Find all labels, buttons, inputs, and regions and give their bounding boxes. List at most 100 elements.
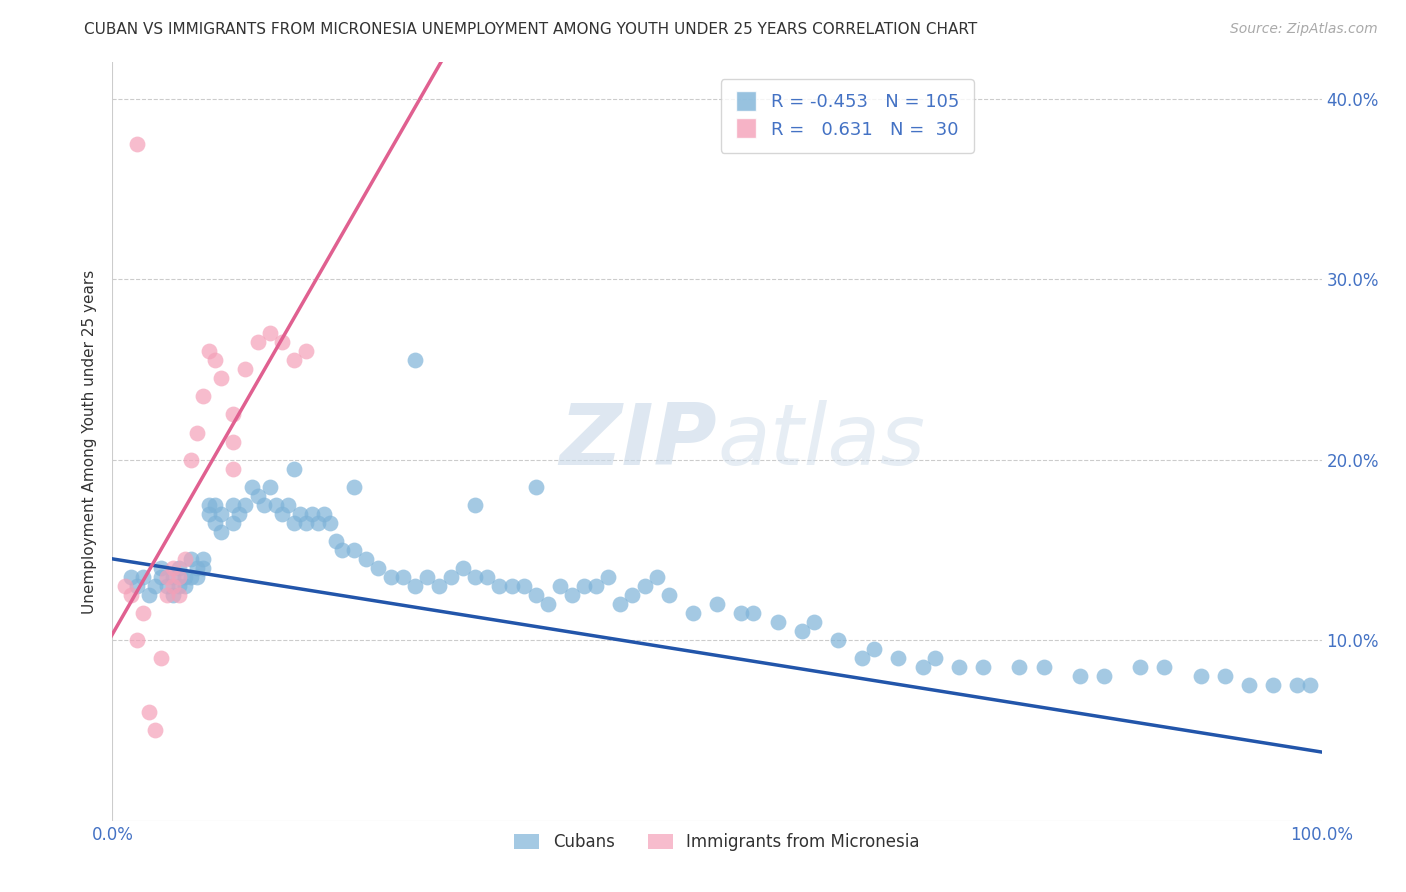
Point — [198, 507, 221, 521]
Text: CUBAN VS IMMIGRANTS FROM MICRONESIA UNEMPLOYMENT AMONG YOUTH UNDER 25 YEARS CORR: CUBAN VS IMMIGRANTS FROM MICRONESIA UNEM… — [84, 22, 977, 37]
Point — [924, 651, 946, 665]
Point — [162, 588, 184, 602]
Point — [125, 633, 148, 648]
Point — [228, 507, 250, 521]
Point — [501, 579, 523, 593]
Point — [162, 561, 184, 575]
Point — [114, 579, 136, 593]
Legend: Cubans, Immigrants from Micronesia: Cubans, Immigrants from Micronesia — [508, 827, 927, 858]
Point — [132, 606, 155, 620]
Point — [125, 579, 148, 593]
Point — [162, 570, 184, 584]
Point — [277, 498, 299, 512]
Y-axis label: Unemployment Among Youth under 25 years: Unemployment Among Youth under 25 years — [82, 269, 97, 614]
Point — [319, 516, 342, 530]
Point — [598, 570, 620, 584]
Point — [356, 552, 378, 566]
Point — [209, 371, 232, 385]
Point — [948, 660, 970, 674]
Point — [706, 597, 728, 611]
Point — [404, 353, 426, 368]
Point — [548, 579, 571, 593]
Point — [312, 507, 335, 521]
Point — [766, 615, 789, 629]
Point — [204, 516, 226, 530]
Point — [307, 516, 329, 530]
Point — [259, 480, 281, 494]
Point — [156, 570, 179, 584]
Point — [621, 588, 644, 602]
Point — [283, 353, 305, 368]
Point — [330, 542, 353, 557]
Point — [1153, 660, 1175, 674]
Point — [427, 579, 450, 593]
Point — [730, 606, 752, 620]
Point — [1032, 660, 1054, 674]
Point — [537, 597, 560, 611]
Point — [204, 498, 226, 512]
Point — [1263, 678, 1285, 692]
Point — [911, 660, 934, 674]
Point — [186, 561, 208, 575]
Point — [380, 570, 402, 584]
Point — [1129, 660, 1152, 674]
Point — [167, 561, 190, 575]
Point — [180, 552, 202, 566]
Point — [167, 588, 190, 602]
Point — [658, 588, 681, 602]
Point — [180, 452, 202, 467]
Point — [156, 579, 179, 593]
Point — [416, 570, 439, 584]
Point — [149, 570, 172, 584]
Point — [270, 507, 292, 521]
Point — [198, 498, 221, 512]
Point — [253, 498, 276, 512]
Point — [120, 588, 142, 602]
Point — [488, 579, 510, 593]
Point — [561, 588, 583, 602]
Point — [186, 425, 208, 440]
Point — [325, 533, 347, 548]
Point — [120, 570, 142, 584]
Point — [283, 516, 305, 530]
Text: atlas: atlas — [717, 400, 925, 483]
Point — [167, 579, 190, 593]
Point — [283, 461, 305, 475]
Point — [295, 344, 318, 359]
Point — [125, 136, 148, 151]
Point — [209, 524, 232, 539]
Point — [246, 489, 269, 503]
Point — [301, 507, 323, 521]
Point — [343, 542, 366, 557]
Point — [222, 408, 245, 422]
Point — [156, 588, 179, 602]
Point — [863, 642, 886, 657]
Point — [138, 706, 160, 720]
Point — [464, 570, 486, 584]
Point — [174, 570, 197, 584]
Point — [222, 461, 245, 475]
Point — [524, 588, 547, 602]
Point — [162, 579, 184, 593]
Point — [1213, 669, 1236, 683]
Point — [132, 570, 155, 584]
Point — [524, 480, 547, 494]
Point — [803, 615, 825, 629]
Point — [633, 579, 655, 593]
Point — [222, 498, 245, 512]
Point — [972, 660, 994, 674]
Point — [191, 389, 214, 403]
Point — [149, 651, 172, 665]
Point — [682, 606, 704, 620]
Point — [191, 561, 214, 575]
Point — [827, 633, 849, 648]
Point — [887, 651, 910, 665]
Point — [174, 552, 197, 566]
Point — [264, 498, 287, 512]
Text: ZIP: ZIP — [560, 400, 717, 483]
Point — [451, 561, 474, 575]
Point — [742, 606, 765, 620]
Point — [143, 723, 166, 738]
Point — [477, 570, 499, 584]
Point — [391, 570, 413, 584]
